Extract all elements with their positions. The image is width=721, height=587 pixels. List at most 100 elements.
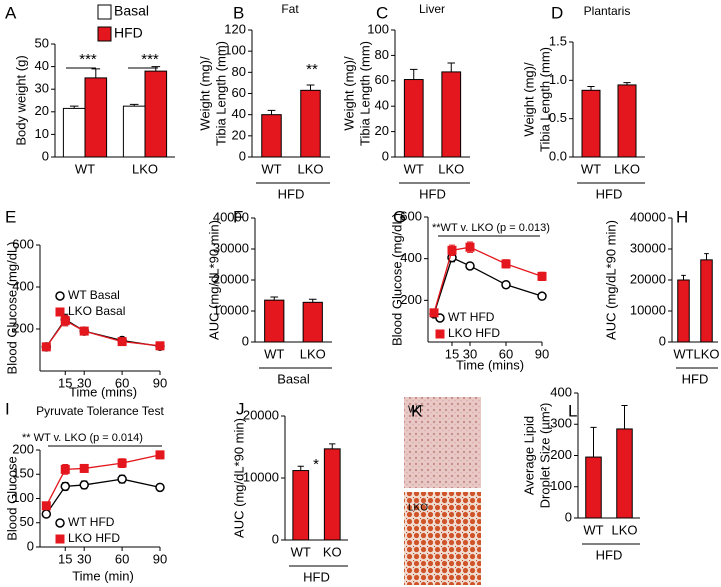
y-tick-label: 200 [550, 447, 572, 462]
legend-marker [435, 329, 445, 339]
bar [264, 299, 285, 343]
bar [581, 89, 601, 158]
chart-panel: F AUC (mg/dL*90 min) 0 10000 20000 30000 40000… [206, 207, 332, 386]
y-axis-label: Tibia Length (mm) [537, 47, 552, 152]
annotation: **WT v. LKO (p = 0.013) [432, 222, 550, 234]
x-tick-label: LKO [297, 161, 323, 176]
error-bar [587, 85, 595, 91]
marker [41, 509, 52, 519]
marker [155, 450, 165, 460]
marker [60, 481, 71, 492]
y-axis-label: Blood Glucose (mg/dL) [4, 242, 19, 375]
y-tick-label: 20 [375, 123, 389, 138]
x-tick-label: WT [404, 161, 424, 176]
error-bar [704, 253, 709, 260]
bar [261, 114, 282, 158]
y-tick-label: 200 [400, 292, 422, 307]
y-axis-label: Weight (mg)/ [197, 56, 212, 131]
y-axis-label: Blood Glucose [4, 456, 19, 541]
marker [79, 326, 89, 336]
group-label: HFD [278, 186, 305, 201]
error-bar [270, 296, 279, 301]
series-line [433, 256, 543, 315]
marker [501, 279, 511, 290]
y-axis-label: Tibia Length (mm) [357, 41, 372, 146]
y-axis-label: Droplet Size (µm²) [537, 403, 552, 509]
marker [60, 464, 70, 474]
legend-label: LKO HFD [68, 531, 120, 545]
x-tick-label: WT [264, 346, 284, 361]
y-axis-label: Average Lipid [521, 416, 536, 495]
y-tick-label: 0.0 [549, 148, 567, 163]
y-tick-label: 200 [12, 320, 34, 335]
y-tick-label: 40000 [630, 209, 666, 224]
panel-letter: F [233, 207, 243, 226]
y-tick-label: 20 [35, 103, 49, 118]
chart-title: Fat [281, 2, 299, 16]
marker [429, 308, 439, 318]
chart-panel: L Average Lipid Droplet Size (µm²) 0 100 200 3… [521, 384, 640, 562]
x-tick-label: 15 [58, 375, 72, 390]
chart-title: Plantaris [584, 4, 631, 18]
x-tick-label: WT [673, 346, 693, 361]
legend-label: WT HFD [68, 515, 115, 529]
chart-panel: D Plantaris Weight (mg)/Tibia Length (mm)0… [521, 3, 645, 201]
y-tick-label: 0 [242, 333, 249, 348]
panel-letter: K [411, 401, 423, 420]
panel-letter: E [5, 207, 16, 226]
micrograph-label: WT [408, 405, 424, 416]
bar [616, 428, 633, 519]
x-axis-label: Time (mins) [69, 384, 137, 399]
annotation: ** [306, 61, 318, 78]
marker [447, 245, 457, 255]
x-tick-label: 30 [463, 346, 477, 361]
x-tick-label: LKO [611, 522, 637, 537]
error-bar [129, 103, 139, 107]
legend-marker [55, 534, 65, 544]
y-tick-label: 0 [659, 333, 666, 348]
y-axis-label: AUC (mg/dL*90 min) [231, 418, 246, 538]
y-tick-label: 80 [375, 47, 389, 62]
bar [122, 105, 146, 158]
x-tick-label: LKO [438, 161, 464, 176]
y-tick-label: 60 [375, 72, 389, 87]
error-bar [151, 66, 161, 72]
y-tick-label: 30000 [213, 240, 249, 255]
error-bar [306, 84, 315, 91]
chart-panel: I Pyruvate Tolerance Test Blood Glucose 0 50… [4, 399, 167, 583]
error-bar [267, 109, 276, 115]
marker [41, 342, 51, 352]
error-bar [69, 105, 79, 109]
x-tick-label: WT [291, 544, 311, 559]
micrograph-label: LKO [408, 503, 428, 514]
bar [677, 279, 690, 343]
series-line [45, 454, 161, 507]
y-tick-label: 10000 [630, 302, 666, 317]
chart-panel: E Blood Glucose (mg/dL)200 400 600 15 30 60 90 T… [4, 207, 167, 399]
legend-swatch [97, 26, 112, 42]
group-label: HFD [419, 186, 446, 201]
y-tick-label: 50 [35, 35, 49, 50]
y-axis-label: Weight (mg)/ [521, 62, 536, 137]
legend-marker [55, 307, 65, 317]
x-tick-label: 15 [58, 551, 72, 566]
error-bar [590, 426, 597, 458]
annotation: ** WT v. LKO (p = 0.014) [22, 432, 143, 444]
panel-letter: B [233, 3, 244, 22]
error-bar [329, 443, 336, 449]
bar [403, 79, 424, 158]
error-bar [308, 298, 317, 303]
y-axis-label: Weight (mg)/ [341, 56, 356, 131]
y-tick-label: 10 [35, 126, 49, 141]
y-tick-label: 0.5 [549, 110, 567, 125]
bar [441, 71, 462, 158]
x-tick-label: KO [323, 544, 342, 559]
error-bar [410, 68, 418, 80]
group-label: HFD [303, 569, 330, 584]
y-tick-label: 1.5 [549, 33, 567, 48]
x-tick-label: 60 [115, 551, 129, 566]
x-axis-label: Time (min) [72, 568, 134, 583]
y-tick-label: 100 [550, 478, 572, 493]
micrograph-panel: K [404, 397, 481, 585]
panel-letter: J [236, 399, 245, 418]
